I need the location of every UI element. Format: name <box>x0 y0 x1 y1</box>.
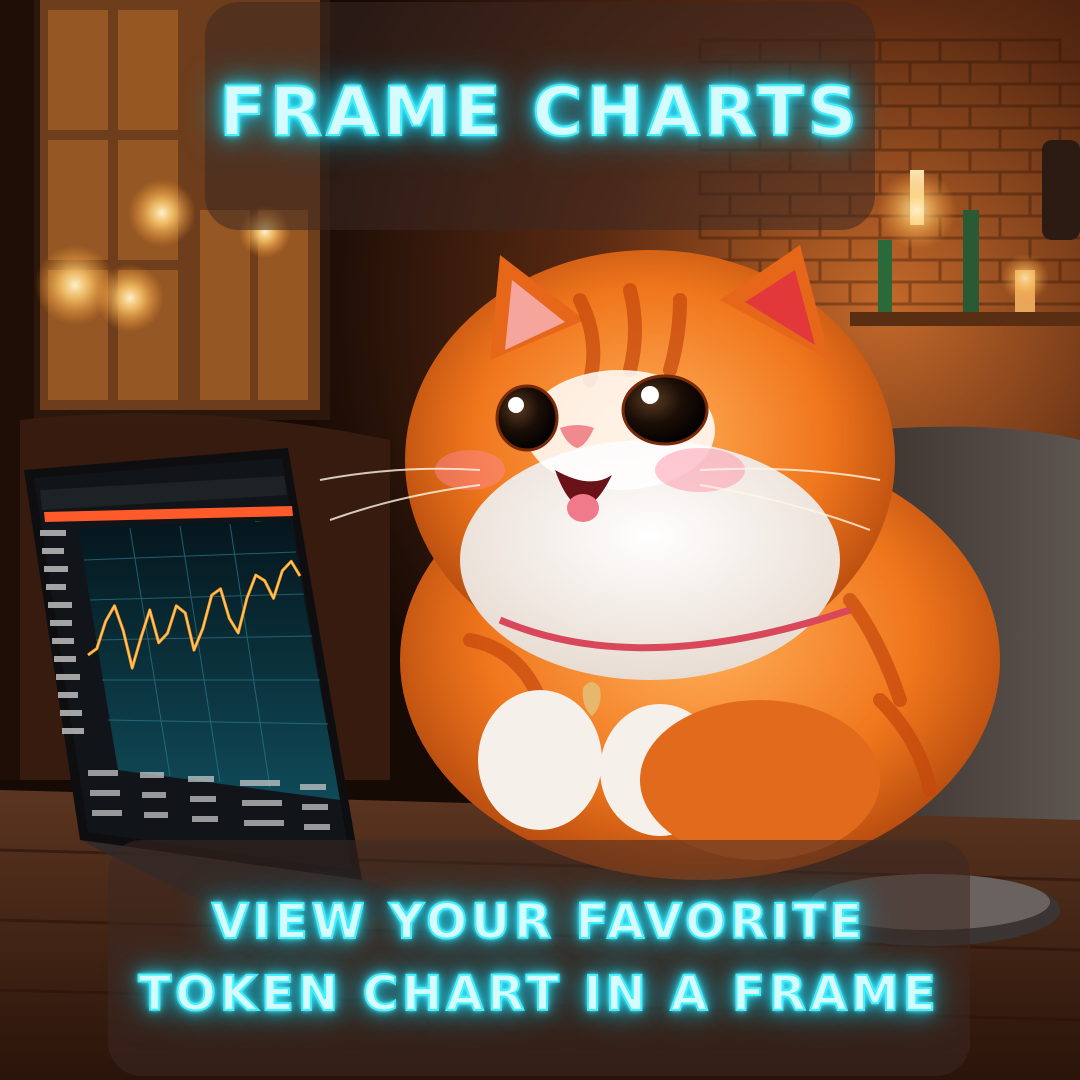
cat-illustration <box>319 245 1000 880</box>
page-title: FRAME CHARTS <box>218 73 861 152</box>
chart-area <box>78 520 340 800</box>
title-banner: FRAME CHARTS <box>205 2 875 230</box>
subtitle-banner: VIEW YOUR FAVORITE TOKEN CHART IN A FRAM… <box>108 840 970 1076</box>
cat-right-eye <box>621 374 709 446</box>
cat-left-eye <box>495 384 559 452</box>
laptop-illustration <box>24 448 520 930</box>
shelf <box>850 140 1080 326</box>
subtitle-line-1: VIEW YOUR FAVORITE <box>211 893 867 951</box>
heart-pendant-icon <box>582 682 601 716</box>
subtitle-line-2: TOKEN CHART IN A FRAME <box>137 965 940 1023</box>
